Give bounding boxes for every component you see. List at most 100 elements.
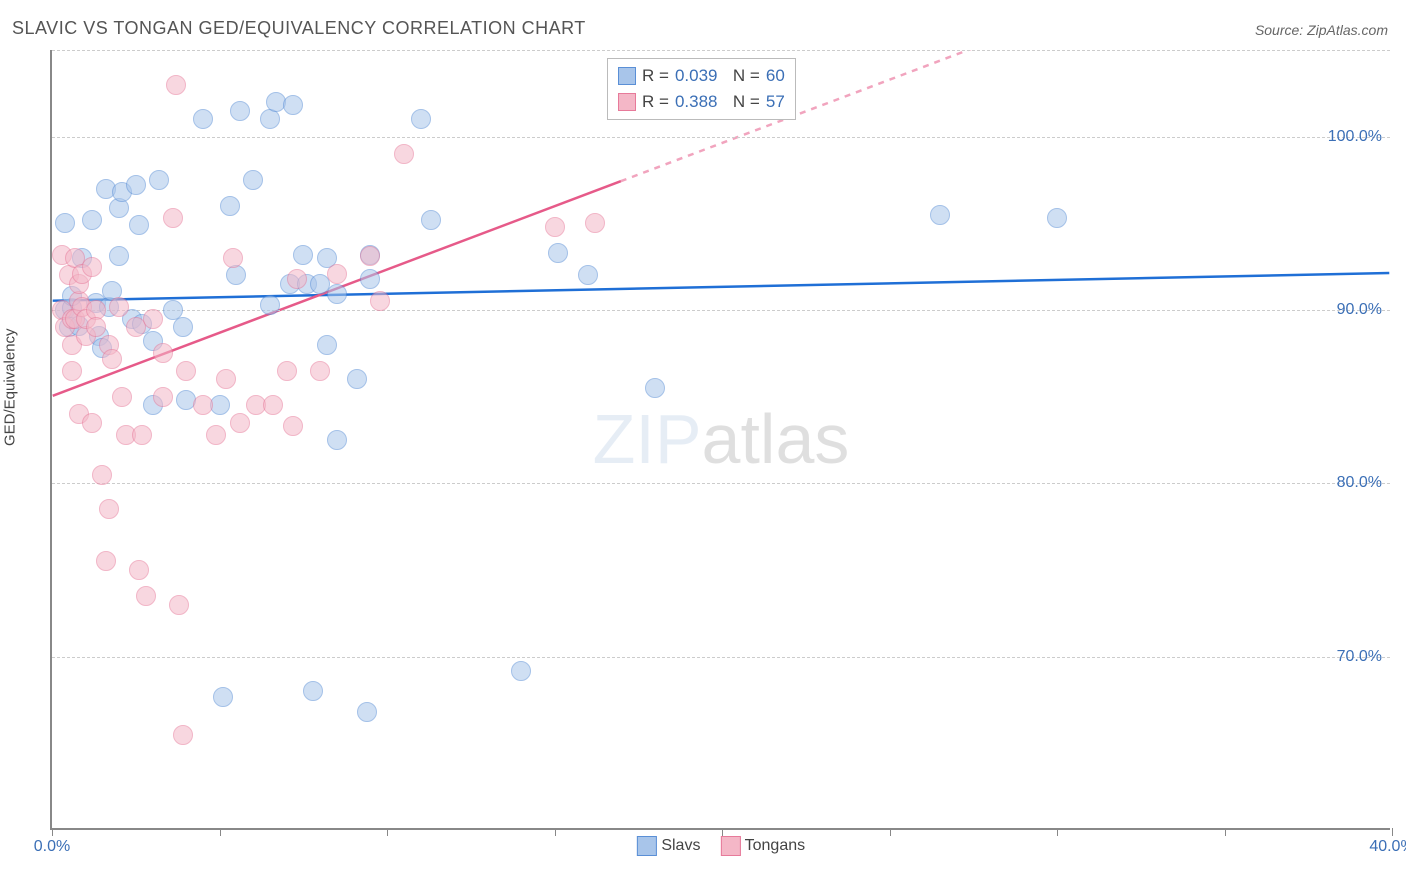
scatter-point xyxy=(143,309,163,329)
gridline-h xyxy=(52,483,1390,484)
scatter-point xyxy=(82,413,102,433)
scatter-point xyxy=(193,109,213,129)
x-tick xyxy=(52,828,53,836)
scatter-point xyxy=(327,284,347,304)
legend-item: Tongans xyxy=(720,836,805,856)
scatter-point xyxy=(226,265,246,285)
plot-area: ZIPatlas R = 0.039 N = 60R = 0.388 N = 5… xyxy=(50,50,1390,830)
scatter-point xyxy=(1047,208,1067,228)
source-label: Source: ZipAtlas.com xyxy=(1255,22,1388,38)
scatter-point xyxy=(82,257,102,277)
scatter-point xyxy=(293,245,313,265)
scatter-point xyxy=(545,217,565,237)
chart-container: SLAVIC VS TONGAN GED/EQUIVALENCY CORRELA… xyxy=(0,0,1406,892)
scatter-point xyxy=(92,465,112,485)
scatter-point xyxy=(548,243,568,263)
scatter-point xyxy=(213,687,233,707)
gridline-h xyxy=(52,50,1390,51)
scatter-point xyxy=(82,210,102,230)
y-tick-label: 100.0% xyxy=(1328,128,1382,146)
scatter-point xyxy=(173,317,193,337)
scatter-point xyxy=(153,343,173,363)
x-tick xyxy=(890,828,891,836)
scatter-point xyxy=(360,269,380,289)
x-tick xyxy=(722,828,723,836)
scatter-point xyxy=(277,361,297,381)
scatter-point xyxy=(173,725,193,745)
scatter-point xyxy=(193,395,213,415)
y-tick-label: 70.0% xyxy=(1337,648,1382,666)
scatter-point xyxy=(411,109,431,129)
scatter-point xyxy=(220,196,240,216)
gridline-h xyxy=(52,137,1390,138)
scatter-point xyxy=(169,595,189,615)
scatter-point xyxy=(62,361,82,381)
series-legend: Slavs Tongans xyxy=(637,836,805,856)
correlation-legend: R = 0.039 N = 60R = 0.388 N = 57 xyxy=(607,58,796,120)
y-tick-label: 80.0% xyxy=(1337,474,1382,492)
scatter-point xyxy=(585,213,605,233)
x-tick xyxy=(1057,828,1058,836)
legend-corr-row: R = 0.039 N = 60 xyxy=(618,63,785,89)
scatter-point xyxy=(109,246,129,266)
scatter-point xyxy=(223,248,243,268)
scatter-point xyxy=(230,413,250,433)
x-tick xyxy=(555,828,556,836)
scatter-point xyxy=(421,210,441,230)
x-tick xyxy=(387,828,388,836)
scatter-point xyxy=(260,295,280,315)
x-tick xyxy=(1225,828,1226,836)
scatter-point xyxy=(153,387,173,407)
scatter-point xyxy=(357,702,377,722)
scatter-point xyxy=(310,361,330,381)
scatter-point xyxy=(347,369,367,389)
scatter-point xyxy=(243,170,263,190)
scatter-point xyxy=(303,681,323,701)
x-tick-label: 0.0% xyxy=(34,838,70,856)
scatter-point xyxy=(102,349,122,369)
scatter-point xyxy=(394,144,414,164)
legend-corr-row: R = 0.388 N = 57 xyxy=(618,89,785,115)
scatter-point xyxy=(930,205,950,225)
scatter-point xyxy=(129,215,149,235)
x-tick xyxy=(1392,828,1393,836)
scatter-point xyxy=(109,297,129,317)
regression-lines xyxy=(52,50,1390,828)
scatter-point xyxy=(99,499,119,519)
scatter-point xyxy=(112,387,132,407)
scatter-point xyxy=(327,264,347,284)
scatter-point xyxy=(317,335,337,355)
scatter-point xyxy=(149,170,169,190)
legend-item: Slavs xyxy=(637,836,701,856)
scatter-point xyxy=(129,560,149,580)
scatter-point xyxy=(230,101,250,121)
scatter-point xyxy=(260,109,280,129)
scatter-point xyxy=(176,361,196,381)
scatter-point xyxy=(370,291,390,311)
scatter-point xyxy=(55,213,75,233)
scatter-point xyxy=(86,317,106,337)
chart-title: SLAVIC VS TONGAN GED/EQUIVALENCY CORRELA… xyxy=(12,18,586,39)
scatter-point xyxy=(206,425,226,445)
gridline-h xyxy=(52,310,1390,311)
scatter-point xyxy=(360,246,380,266)
scatter-point xyxy=(283,95,303,115)
gridline-h xyxy=(52,657,1390,658)
scatter-point xyxy=(578,265,598,285)
scatter-point xyxy=(511,661,531,681)
scatter-point xyxy=(166,75,186,95)
x-tick xyxy=(220,828,221,836)
scatter-point xyxy=(645,378,665,398)
watermark: ZIPatlas xyxy=(593,399,850,479)
scatter-point xyxy=(136,586,156,606)
scatter-point xyxy=(163,208,183,228)
scatter-point xyxy=(126,175,146,195)
scatter-point xyxy=(216,369,236,389)
scatter-point xyxy=(287,269,307,289)
scatter-point xyxy=(327,430,347,450)
scatter-point xyxy=(283,416,303,436)
x-tick-label: 40.0% xyxy=(1369,838,1406,856)
scatter-point xyxy=(132,425,152,445)
scatter-point xyxy=(96,551,116,571)
scatter-point xyxy=(263,395,283,415)
